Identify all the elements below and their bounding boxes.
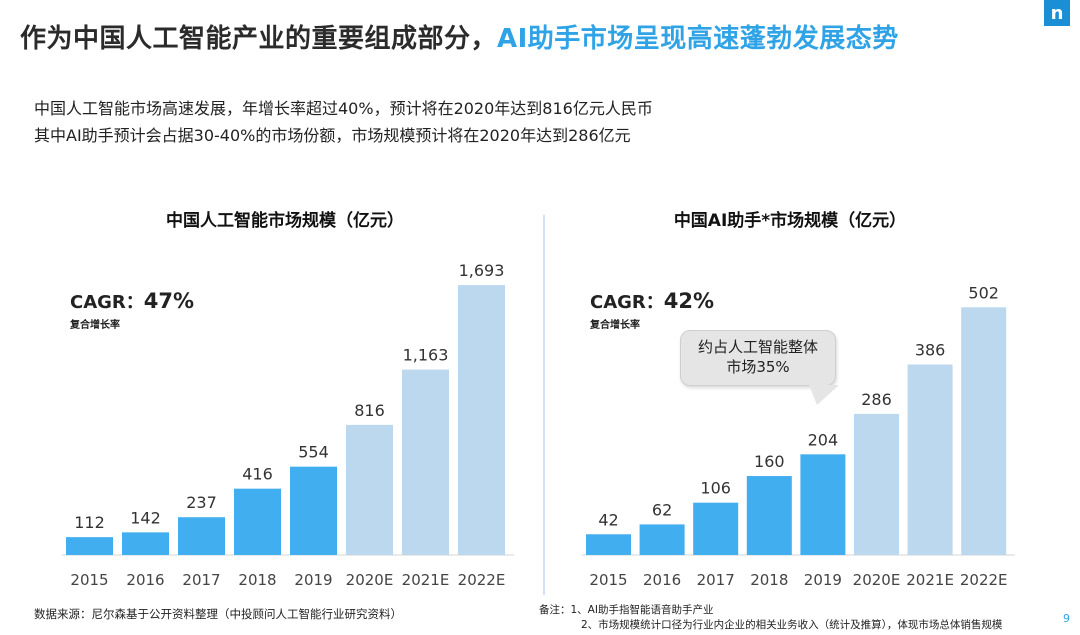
- x-tick-label: 2020E: [853, 571, 901, 589]
- x-tick-label: 2022E: [960, 571, 1008, 589]
- x-tick-label: 2015: [70, 571, 108, 589]
- x-tick-label: 2020E: [346, 571, 394, 589]
- cagr-value: 42%: [663, 289, 715, 313]
- ai-market-chart-title: 中国人工智能市场规模（亿元）: [166, 211, 404, 231]
- data-label: 286: [861, 390, 892, 409]
- bar-2021E: [402, 369, 449, 555]
- x-tick-label: 2019: [804, 571, 842, 589]
- cagr-value: 47%: [143, 289, 195, 313]
- x-tick-label: 2016: [126, 571, 164, 589]
- footnote-2: 2、市场规模统计口径为行业内企业的相关业务收入（统计及推算），体现市场总体销售规…: [581, 619, 1003, 631]
- ai-market-bar-chart: 112 2015 142 2016 237 2017 416 2018 554 2019 816 20…: [62, 261, 514, 589]
- data-label: 416: [242, 465, 273, 484]
- footnote-1: 备注：1、AI助手指智能语音助手产业: [539, 604, 714, 616]
- data-label: 237: [186, 493, 217, 512]
- bar-2016: [122, 532, 169, 555]
- bar-2020E: [346, 424, 393, 555]
- summary-line-1: 中国人工智能市场高速发展，年增长率超过40%，预计将在2020年达到816亿元人…: [34, 99, 653, 118]
- bar-2022E: [458, 285, 505, 555]
- bar-2020E: [854, 413, 899, 555]
- callout-line-2: 市场35%: [726, 358, 790, 376]
- page-title: 作为中国人工智能产业的重要组成部分，AI助手市场呈现高速蓬勃发展态势: [20, 18, 899, 55]
- x-tick-label: 2015: [589, 571, 627, 589]
- footnotes: 备注：1、AI助手指智能语音助手产业 2、市场规模统计口径为行业内企业的相关业务…: [539, 603, 1002, 633]
- panel-divider: [543, 215, 545, 595]
- x-tick-label: 2017: [697, 571, 735, 589]
- x-tick-label: 2017: [182, 571, 220, 589]
- data-label: 112: [74, 513, 105, 532]
- bar-2015: [66, 537, 113, 555]
- cagr-text: CAGR：42%: [590, 288, 714, 314]
- x-tick-label: 2018: [750, 571, 788, 589]
- data-label: 62: [652, 500, 672, 519]
- ai-assistant-panel: 中国AI助手*市场规模（亿元） CAGR：42% 复合增长率 42 2015 62 2…: [570, 200, 1015, 600]
- x-tick-label: 2022E: [458, 571, 506, 589]
- bar-2018: [234, 488, 281, 555]
- data-label: 1,163: [403, 346, 449, 365]
- ai-assistant-bar-chart: 42 2015 62 2016 106 2017 160 2018 204 2019 286 2020…: [582, 283, 1015, 589]
- page-title-accent: AI助手市场呈现高速蓬勃发展态势: [497, 24, 899, 54]
- bar-2017: [693, 502, 739, 555]
- cagr-label: CAGR：: [590, 292, 664, 313]
- x-tick-label: 2016: [643, 571, 681, 589]
- bar-2017: [178, 517, 225, 555]
- bar-2019: [800, 454, 846, 555]
- data-label: 106: [700, 479, 731, 498]
- page-title-main: 作为中国人工智能产业的重要组成部分，: [20, 24, 498, 54]
- x-tick-label: 2018: [238, 571, 276, 589]
- ai-market-cagr: CAGR：47% 复合增长率: [70, 288, 194, 331]
- callout-line-1: 约占人工智能整体: [697, 338, 818, 356]
- bar-2018: [746, 476, 792, 555]
- ai-assistant-cagr: CAGR：42% 复合增长率: [590, 288, 714, 331]
- data-label: 142: [130, 508, 161, 527]
- page-number: 9: [1063, 612, 1070, 625]
- x-tick-label: 2021E: [402, 571, 450, 589]
- bar-2022E: [961, 307, 1007, 555]
- cagr-subtitle: 复合增长率: [70, 320, 120, 331]
- bar-2015: [586, 534, 631, 555]
- data-label: 502: [968, 283, 999, 302]
- ai-market-panel: 中国人工智能市场规模（亿元） CAGR：47% 复合增长率 112 2015 142…: [50, 200, 520, 600]
- cagr-subtitle: 复合增长率: [590, 320, 640, 331]
- data-source-note: 数据来源：尼尔森基于公开资料整理（中投顾问人工智能行业研究资料）: [34, 607, 402, 621]
- cagr-label: CAGR：: [70, 292, 144, 313]
- bar-2019: [290, 466, 337, 555]
- ai-assistant-chart-title: 中国AI助手*市场规模（亿元）: [673, 211, 907, 231]
- data-label: 1,693: [459, 261, 505, 280]
- data-label: 42: [598, 510, 618, 529]
- data-label: 386: [915, 341, 946, 360]
- cagr-text: CAGR：47%: [70, 288, 194, 314]
- data-label: 816: [354, 401, 385, 420]
- summary-text: 中国人工智能市场高速发展，年增长率超过40%，预计将在2020年达到816亿元人…: [34, 95, 653, 149]
- data-label: 554: [298, 443, 329, 462]
- share-callout: 约占人工智能整体 市场35%: [680, 330, 839, 405]
- brand-logo: n: [1044, 0, 1070, 26]
- callout-tail: [809, 385, 839, 405]
- bar-2021E: [907, 364, 953, 555]
- x-tick-label: 2019: [294, 571, 332, 589]
- x-tick-label: 2021E: [906, 571, 954, 589]
- data-label: 160: [754, 452, 785, 471]
- data-label: 204: [808, 430, 839, 449]
- bar-2016: [639, 524, 685, 555]
- summary-line-2: 其中AI助手预计会占据30-40%的市场份额，市场规模预计将在2020年达到28…: [34, 126, 631, 145]
